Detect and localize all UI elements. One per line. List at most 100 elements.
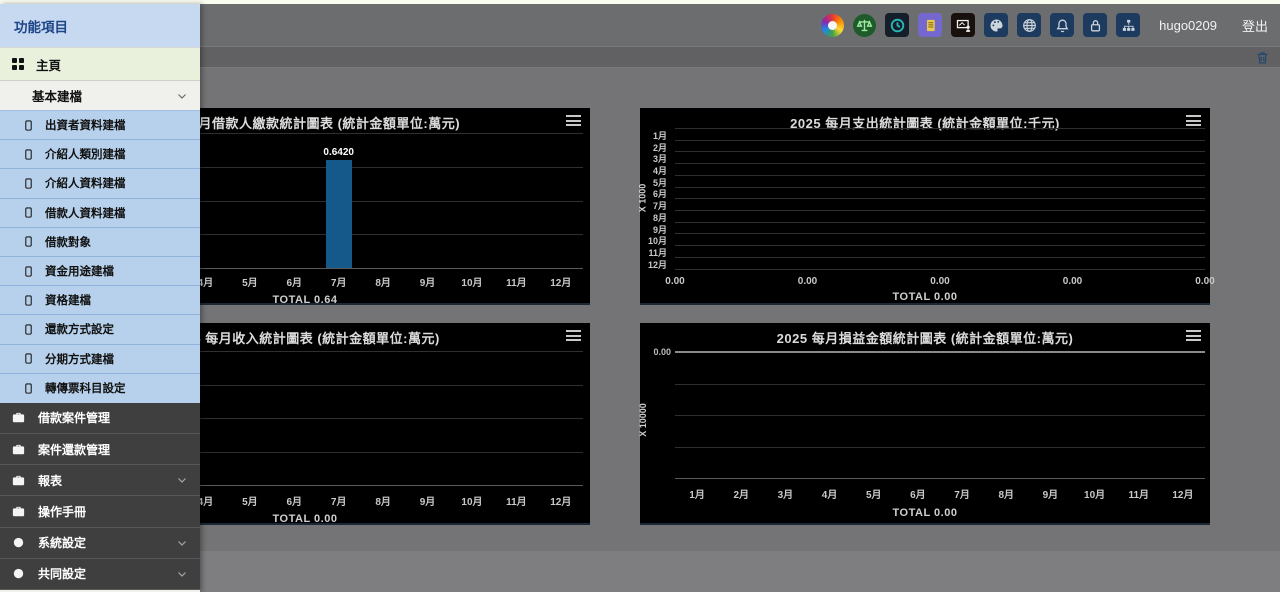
chevron-down-icon [176,537,188,549]
bell-icon[interactable] [1050,13,1075,37]
sidebar-group-label: 基本建檔 [32,90,83,104]
sidebar-item[interactable]: 還款方式設定 [0,315,200,345]
globe-icon[interactable] [1017,13,1042,37]
sidebar-item[interactable]: 分期方式建檔 [0,344,200,374]
username: hugo0209 [1159,17,1217,33]
trash-icon[interactable] [1255,50,1270,65]
y-axis-label: 7月 [652,201,667,212]
sidebar-dark-items: 借款案件管理 案件還款管理 報表 操作手冊 系統設定共同設定 [0,402,200,590]
sidebar-item[interactable]: 出資者資料建檔 [0,111,200,141]
x-axis-label: 12月 [550,497,572,508]
document-icon [22,382,35,395]
x-axis-label: 4月 [821,490,838,501]
document-icon [22,206,35,219]
sidebar-item[interactable]: 介紹人類別建檔 [0,140,200,170]
chart-menu-icon[interactable] [1186,330,1201,341]
sidebar-item[interactable]: 資金用途建檔 [0,256,200,287]
sidebar-item[interactable]: 借款對象 [0,227,200,257]
sidebar-item-home[interactable]: 主頁 [0,48,200,81]
chart-menu-icon[interactable] [1186,115,1201,126]
gridline [675,128,1205,129]
sidebar-item-label: 轉傳票科目設定 [45,383,126,396]
gridline [675,383,1205,385]
x-axis-label: 6月 [286,278,303,289]
palette-icon[interactable] [984,13,1009,37]
x-axis-label: 12月 [1172,490,1194,501]
x-axis-label: 7月 [330,278,347,289]
page-top-strip [0,0,1280,4]
sidebar-item-label: 借款對象 [45,236,91,249]
scales-icon[interactable] [853,13,877,37]
briefcase-icon [10,441,26,457]
gridline [50,166,583,168]
chart-total: TOTAL 0.00 [272,513,338,525]
sidebar-item[interactable]: 介紹人資料建檔 [0,169,200,199]
gridline [675,268,1205,270]
gridline [675,233,1205,235]
rainbow-logo-icon[interactable] [821,13,845,37]
x-axis-label: 5月 [242,278,258,289]
sidebar-group-basic[interactable]: 基本建檔 [0,81,200,111]
x-axis-label: 9月 [419,278,436,289]
sidebar-item[interactable]: 轉傳票科目設定 [0,373,200,403]
series-line [675,351,1205,353]
sidebar-basic-items: 出資者資料建檔 介紹人類別建檔介紹人資料建檔借款人資料建檔借款對象資金用途建檔資格… [0,111,200,403]
sidebar-item[interactable]: 借款人資料建檔 [0,198,200,228]
scroll-icon[interactable] [918,13,943,37]
x-axis-label: 8月 [375,497,391,508]
y-axis-label: 5月 [652,177,667,188]
x-axis-label: 4月 [197,278,214,289]
chart-title: 2025 每月借款人繳款統計圖表 (統計金額單位:萬元) [149,116,461,131]
x-axis-label: 8月 [998,490,1015,501]
chart-panel-expense: 2025 每月支出統計圖表 (統計金額單位:千元) X 1000 TOTAL 0… [637,108,1215,305]
lock-icon[interactable] [1083,13,1108,37]
x-axis-label: 8月 [375,278,391,289]
briefcase-icon [10,472,26,488]
gridline [50,451,583,453]
sidebar-item[interactable]: 資格建檔 [0,286,200,316]
x-axis-label: 5月 [242,497,258,508]
gridline [50,351,583,352]
gridline [675,163,1205,165]
dashboard: 2025 每月借款人繳款統計圖表 (統計金額單位:萬元) TOTAL 0.64 … [0,68,1280,551]
document-icon [22,177,35,190]
clock-icon[interactable] [885,13,910,37]
chart-total: TOTAL 0.00 [892,291,958,303]
chart-total: TOTAL 0.64 [272,294,338,306]
x-axis-label: 10月 [1084,490,1106,501]
sidebar-item[interactable]: 共同設定 [0,558,200,590]
y-axis-title: X 10000 [637,403,648,437]
x-axis-label: 5月 [865,490,882,501]
sidebar-item[interactable]: 案件還款管理 [0,434,200,466]
presentation-icon[interactable] [951,13,976,37]
sidebar-item[interactable]: 操作手冊 [0,496,200,528]
y-axis-label: 0.00 [653,347,671,357]
sidebar-item-label: 共同設定 [38,567,87,582]
circle-icon [10,535,26,551]
briefcase-icon [10,504,26,520]
sitemap-icon[interactable] [1116,13,1141,37]
document-icon [22,294,35,307]
sidebar-item[interactable]: 報表 [0,465,200,497]
chart-total: TOTAL 0.00 [892,507,958,519]
gridline [675,256,1205,258]
sidebar-item-label: 還款方式設定 [45,324,114,337]
sidebar-item[interactable]: 借款案件管理 [0,402,200,435]
chart-menu-icon[interactable] [566,330,581,341]
chart-menu-icon[interactable] [566,115,581,126]
sidebar-item-label: 介紹人資料建檔 [45,178,126,191]
gridline [50,234,583,236]
sidebar-item[interactable]: 系統設定 [0,527,200,559]
x-axis-label: 2月 [733,490,750,501]
sidebar: 功能項目 主頁 基本建檔 出資者資料建檔 介紹人類別建檔 介紹人資料建檔 借款人資料建… [0,4,200,592]
sidebar-item-label: 資金用途建檔 [45,266,114,279]
chevron-down-icon [176,474,188,486]
x-axis-label: 9月 [1042,490,1059,501]
x-axis-label: 11月 [1128,490,1150,501]
logout-button[interactable]: 登出 [1241,18,1268,34]
x-axis-label: 0.00 [930,276,950,287]
document-icon [22,148,35,161]
x-axis-label: 7月 [330,497,347,508]
y-axis-label: 4月 [652,165,667,176]
topbar-actions: hugo0209 登出 [821,13,1268,37]
